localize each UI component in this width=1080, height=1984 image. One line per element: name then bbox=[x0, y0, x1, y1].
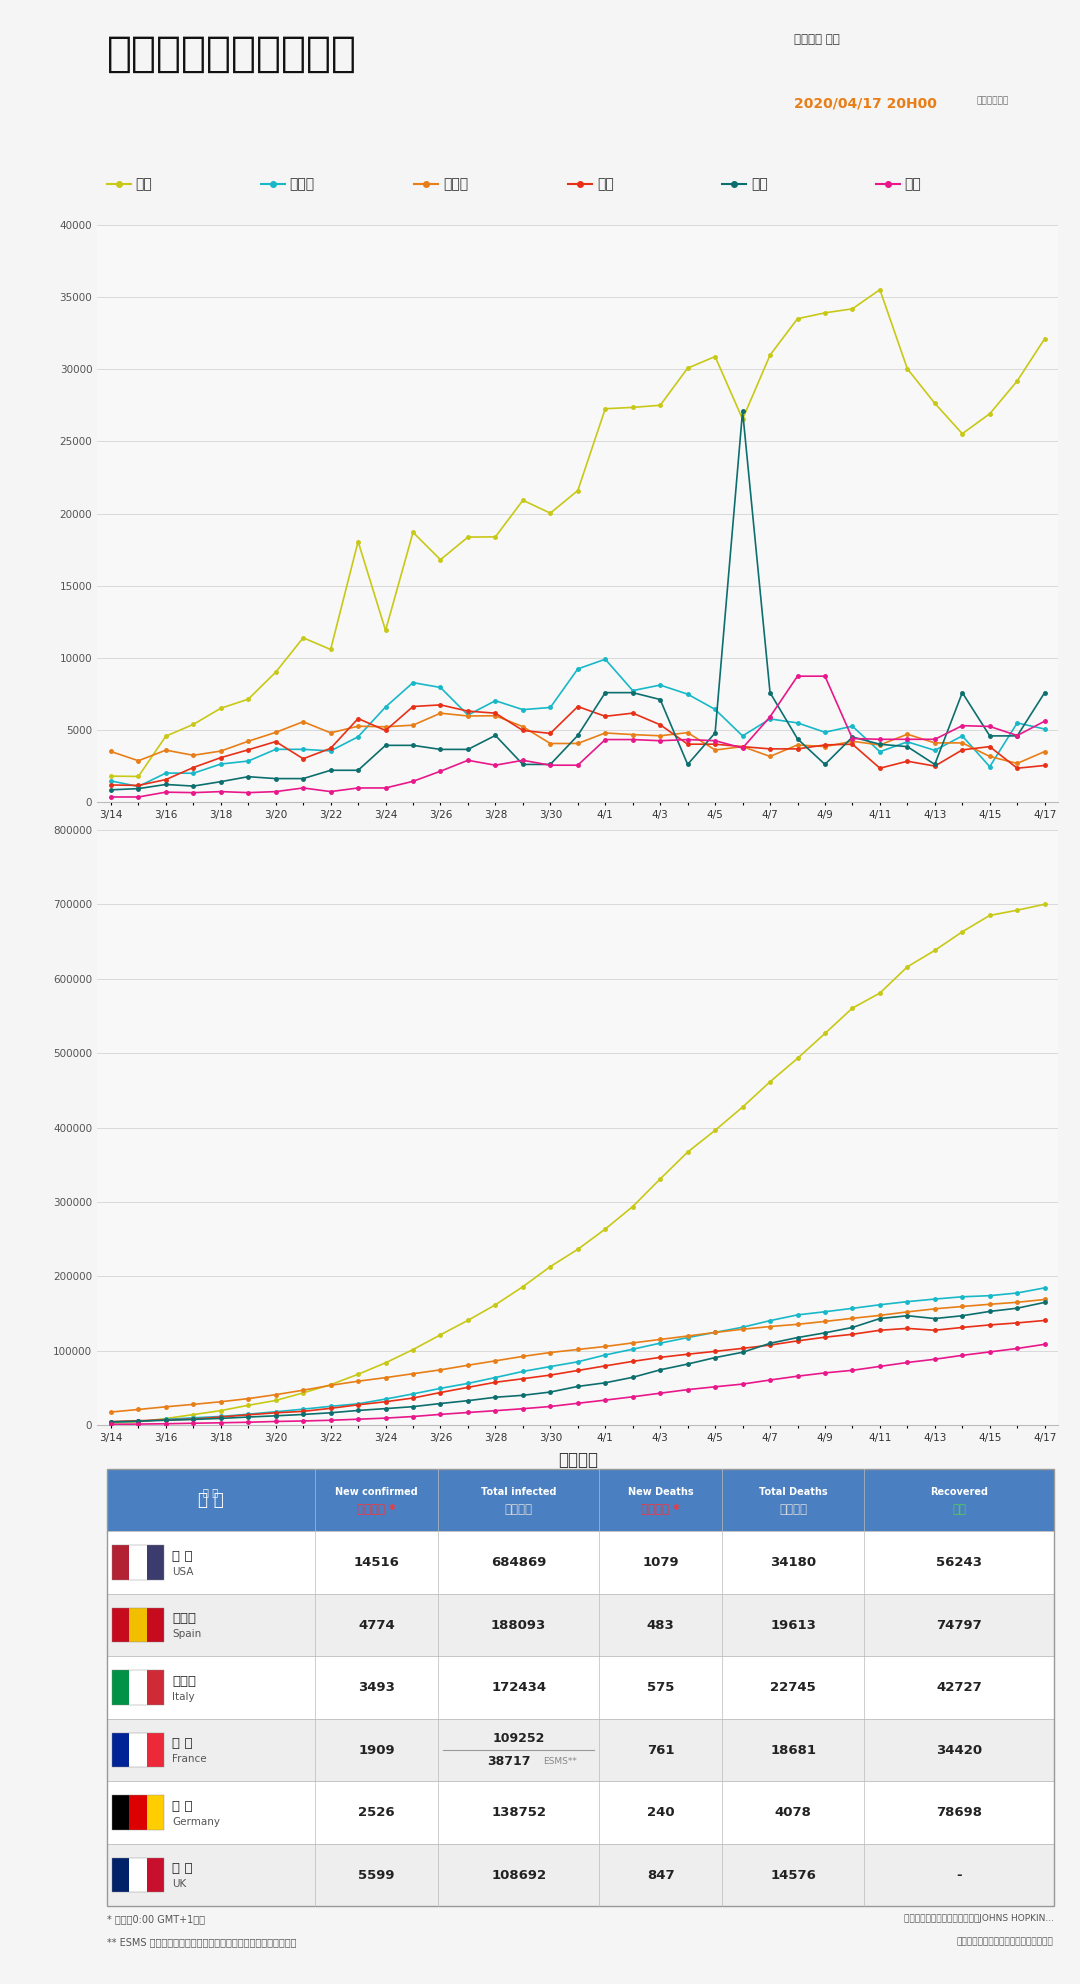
Text: Italy: Italy bbox=[172, 1692, 194, 1702]
FancyBboxPatch shape bbox=[130, 1546, 147, 1579]
FancyBboxPatch shape bbox=[107, 1468, 1054, 1532]
Text: 4078: 4078 bbox=[774, 1805, 812, 1819]
Text: 74797: 74797 bbox=[936, 1619, 982, 1631]
Text: 意大利: 意大利 bbox=[172, 1674, 197, 1688]
Text: Recovered: Recovered bbox=[930, 1488, 988, 1498]
Text: ESMS**: ESMS** bbox=[542, 1756, 577, 1766]
Text: 575: 575 bbox=[647, 1680, 674, 1694]
Text: 欧洲时报 制图: 欧洲时报 制图 bbox=[794, 34, 840, 46]
Text: 18681: 18681 bbox=[770, 1744, 816, 1756]
Text: 每日新增确诊: 每日新增确诊 bbox=[548, 865, 608, 883]
FancyBboxPatch shape bbox=[130, 1671, 147, 1704]
X-axis label: 累计确诊: 累计确诊 bbox=[557, 1450, 598, 1470]
FancyBboxPatch shape bbox=[130, 1607, 147, 1643]
Text: 2020/04/17 20H00: 2020/04/17 20H00 bbox=[794, 97, 937, 111]
Text: 56243: 56243 bbox=[936, 1555, 982, 1569]
Text: Total Deaths: Total Deaths bbox=[759, 1488, 827, 1498]
Text: New Deaths: New Deaths bbox=[627, 1488, 693, 1498]
Text: 847: 847 bbox=[647, 1869, 675, 1881]
Text: 治愈: 治愈 bbox=[951, 1502, 966, 1516]
Text: 684869: 684869 bbox=[491, 1555, 546, 1569]
Text: 新冠病毒欧美疫情趋势: 新冠病毒欧美疫情趋势 bbox=[107, 34, 356, 75]
FancyBboxPatch shape bbox=[130, 1857, 147, 1893]
Text: 数据截止至 0:00 GMT+1: 数据截止至 0:00 GMT+1 bbox=[525, 895, 631, 905]
Text: 761: 761 bbox=[647, 1744, 674, 1756]
FancyBboxPatch shape bbox=[107, 1782, 1054, 1843]
FancyBboxPatch shape bbox=[111, 1857, 130, 1893]
Text: 新增死亡 *: 新增死亡 * bbox=[642, 1502, 680, 1516]
Text: Spain: Spain bbox=[172, 1629, 202, 1639]
Text: （巴黎时间）: （巴黎时间） bbox=[976, 97, 1009, 105]
Text: 78698: 78698 bbox=[936, 1805, 982, 1819]
FancyBboxPatch shape bbox=[111, 1671, 130, 1704]
FancyBboxPatch shape bbox=[147, 1671, 164, 1704]
Text: 483: 483 bbox=[647, 1619, 675, 1631]
Text: * 新增（0:00 GMT+1起）: * 新增（0:00 GMT+1起） bbox=[107, 1915, 205, 1924]
Text: 地 区: 地 区 bbox=[203, 1488, 218, 1498]
Text: 108692: 108692 bbox=[491, 1869, 546, 1881]
FancyBboxPatch shape bbox=[111, 1607, 130, 1643]
FancyBboxPatch shape bbox=[111, 1546, 130, 1579]
Text: France: France bbox=[172, 1754, 206, 1764]
Text: 138752: 138752 bbox=[491, 1805, 546, 1819]
Text: 意大利: 意大利 bbox=[443, 177, 469, 190]
Text: 德国: 德国 bbox=[597, 177, 613, 190]
Text: 5599: 5599 bbox=[359, 1869, 395, 1881]
Text: 美国: 美国 bbox=[136, 177, 152, 190]
Text: 西班牙: 西班牙 bbox=[172, 1613, 197, 1625]
Text: 免责声明：最终数据以官方发布数据为准: 免责声明：最终数据以官方发布数据为准 bbox=[957, 1938, 1054, 1946]
Text: -: - bbox=[956, 1869, 961, 1881]
Text: 188093: 188093 bbox=[491, 1619, 546, 1631]
Text: UK: UK bbox=[172, 1879, 187, 1889]
Text: 1909: 1909 bbox=[359, 1744, 395, 1756]
Text: ** ESMS 社会机构和社会医疗机构（养老院、残疾人接待机构）等: ** ESMS 社会机构和社会医疗机构（养老院、残疾人接待机构）等 bbox=[107, 1938, 296, 1948]
FancyBboxPatch shape bbox=[107, 1593, 1054, 1657]
Text: 地 区: 地 区 bbox=[198, 1492, 224, 1510]
Text: New confirmed: New confirmed bbox=[335, 1488, 418, 1498]
Text: USA: USA bbox=[172, 1567, 193, 1577]
FancyBboxPatch shape bbox=[107, 1843, 1054, 1907]
FancyBboxPatch shape bbox=[107, 1718, 1054, 1782]
Text: 14516: 14516 bbox=[354, 1555, 400, 1569]
Text: 美 国: 美 国 bbox=[172, 1550, 193, 1563]
Text: 英 国: 英 国 bbox=[172, 1863, 193, 1875]
Text: 34420: 34420 bbox=[936, 1744, 982, 1756]
Text: 38717: 38717 bbox=[487, 1754, 530, 1768]
FancyBboxPatch shape bbox=[111, 1732, 130, 1768]
Text: 34180: 34180 bbox=[770, 1555, 816, 1569]
FancyBboxPatch shape bbox=[107, 1657, 1054, 1718]
Text: Germany: Germany bbox=[172, 1817, 220, 1827]
Text: 2526: 2526 bbox=[359, 1805, 395, 1819]
Text: 法国: 法国 bbox=[751, 177, 768, 190]
FancyBboxPatch shape bbox=[147, 1546, 164, 1579]
Text: 22745: 22745 bbox=[770, 1680, 816, 1694]
FancyBboxPatch shape bbox=[147, 1732, 164, 1768]
Text: 3493: 3493 bbox=[359, 1680, 395, 1694]
FancyBboxPatch shape bbox=[147, 1857, 164, 1893]
Text: 42727: 42727 bbox=[936, 1680, 982, 1694]
Text: 德 国: 德 国 bbox=[172, 1799, 193, 1813]
FancyBboxPatch shape bbox=[147, 1607, 164, 1643]
FancyBboxPatch shape bbox=[130, 1732, 147, 1768]
Text: Total infected: Total infected bbox=[481, 1488, 556, 1498]
Text: 14576: 14576 bbox=[770, 1869, 816, 1881]
Text: 英国: 英国 bbox=[905, 177, 921, 190]
Text: 109252: 109252 bbox=[492, 1732, 544, 1746]
Text: 法 国: 法 国 bbox=[172, 1738, 193, 1750]
Text: 累计确诊: 累计确诊 bbox=[504, 1502, 532, 1516]
FancyBboxPatch shape bbox=[130, 1796, 147, 1829]
Text: 西班牙: 西班牙 bbox=[289, 177, 314, 190]
Text: 1079: 1079 bbox=[643, 1555, 679, 1569]
Text: 172434: 172434 bbox=[491, 1680, 546, 1694]
Text: 新增确诊 *: 新增确诊 * bbox=[357, 1502, 396, 1516]
FancyBboxPatch shape bbox=[107, 1532, 1054, 1593]
FancyBboxPatch shape bbox=[147, 1796, 164, 1829]
Text: 死亡总数: 死亡总数 bbox=[780, 1502, 807, 1516]
Text: 240: 240 bbox=[647, 1805, 675, 1819]
Text: 4774: 4774 bbox=[359, 1619, 395, 1631]
FancyBboxPatch shape bbox=[111, 1796, 130, 1829]
Text: 数据来源：欧洲各国官方发布、JOHNS HOPKIN...: 数据来源：欧洲各国官方发布、JOHNS HOPKIN... bbox=[904, 1915, 1054, 1922]
Text: 19613: 19613 bbox=[770, 1619, 816, 1631]
